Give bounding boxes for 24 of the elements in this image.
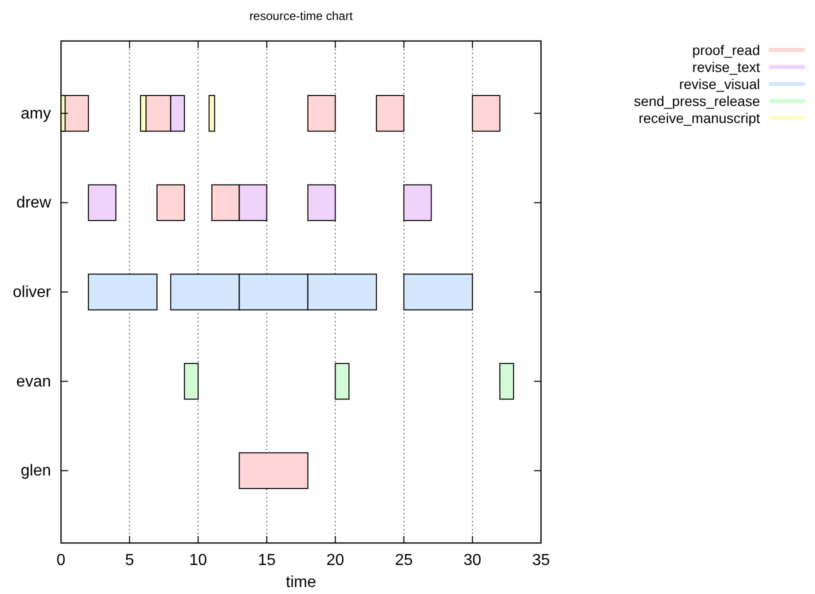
legend-label: proof_read [692, 42, 760, 58]
x-tick-label: 0 [56, 552, 66, 569]
bar [156, 184, 185, 222]
y-tick-label: drew [16, 194, 52, 212]
legend-label: send_press_release [634, 93, 760, 109]
x-tick-label: 20 [326, 552, 344, 569]
x-axis-title: time [286, 574, 316, 591]
y-tick-label: glen [20, 462, 51, 480]
x-tick-label: 5 [125, 552, 134, 569]
bar [499, 362, 514, 400]
bar [88, 184, 116, 222]
bar [208, 94, 216, 132]
legend-label: revise_text [692, 59, 760, 75]
legend-label: receive_manuscript [638, 110, 760, 126]
y-tick-label: oliver [12, 284, 52, 301]
x-tick-label: 10 [189, 552, 208, 569]
x-tick-label: 35 [532, 552, 550, 569]
legend-label: revise_visual [679, 76, 760, 92]
y-tick-label: evan [16, 373, 51, 390]
chart-title: resource-time chart [249, 9, 354, 23]
x-tick-label: 25 [394, 552, 413, 569]
y-tick-label: amy [20, 105, 51, 122]
x-tick-label: 30 [464, 552, 482, 569]
x-tick-label: 15 [258, 552, 276, 569]
